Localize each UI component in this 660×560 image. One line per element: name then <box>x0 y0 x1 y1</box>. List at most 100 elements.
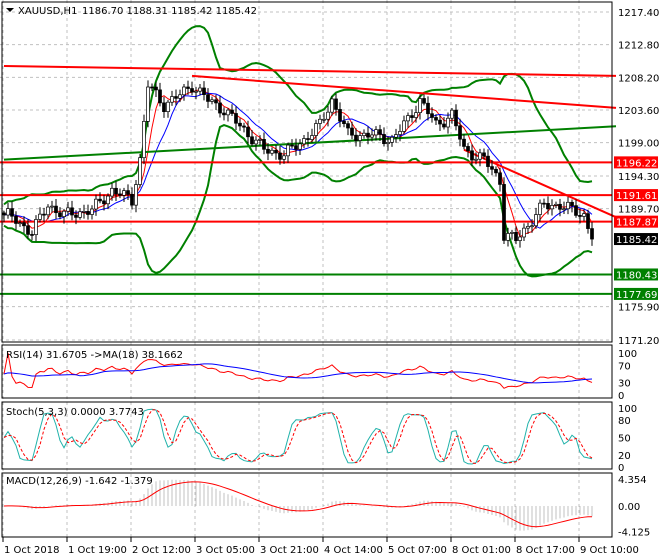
candle-body <box>222 112 226 116</box>
candle-body <box>142 121 146 159</box>
candle-body <box>74 214 78 218</box>
candle-body <box>322 118 326 121</box>
candle-body <box>406 115 410 122</box>
candle-body <box>34 219 38 236</box>
candle-body <box>254 139 258 145</box>
candle-body <box>10 208 14 217</box>
candle-body <box>506 233 510 241</box>
candle-body <box>398 131 402 135</box>
candle-body <box>22 222 26 227</box>
level-label: 1177.69 <box>616 290 657 301</box>
rsi-tick: 30 <box>618 378 631 389</box>
level-badge <box>614 156 658 169</box>
candle-body <box>414 112 418 118</box>
macd-tick: -4.125 <box>618 528 650 539</box>
rsi-tick: 100 <box>618 349 637 360</box>
candle-body <box>382 134 386 145</box>
candle-body <box>390 136 394 143</box>
candle-body <box>210 99 214 102</box>
candle-body <box>498 172 502 185</box>
candle-body <box>470 150 474 161</box>
candle-body <box>518 236 522 241</box>
candle-body <box>374 129 378 136</box>
candle-body <box>86 211 90 215</box>
candle-body <box>346 123 350 129</box>
candles <box>2 80 594 248</box>
candle-body <box>286 144 290 157</box>
stoch-signal-line <box>3 409 593 464</box>
level-badge <box>614 189 658 202</box>
candle-body <box>474 158 478 161</box>
candle-body <box>490 166 494 170</box>
candle-body <box>586 213 590 229</box>
candle-body <box>378 129 382 135</box>
candle-body <box>146 86 150 122</box>
candle-body <box>234 113 238 124</box>
stoch-tick: 0 <box>618 463 624 474</box>
dropdown-triangle-icon[interactable] <box>6 8 14 12</box>
candle-body <box>290 144 294 147</box>
macd-signal-line <box>3 481 593 528</box>
bollinger-lower <box>3 124 593 278</box>
grid <box>0 0 612 537</box>
candle-body <box>338 109 342 122</box>
candle-body <box>494 168 498 174</box>
candle-body <box>546 203 550 210</box>
candle-body <box>202 87 206 95</box>
ohlc-values: 1186.70 1188.31 1185.42 1185.42 <box>82 6 257 17</box>
candle-body <box>442 123 446 128</box>
candle-body <box>54 205 58 214</box>
candle-body <box>394 134 398 138</box>
price-tick: 1208.20 <box>618 73 659 84</box>
price-tick: 1171.20 <box>618 336 659 347</box>
candle-body <box>58 212 62 217</box>
candle-body <box>138 157 142 185</box>
candle-body <box>314 123 318 136</box>
candle-body <box>278 152 282 160</box>
candle-body <box>106 195 110 205</box>
overlays <box>0 25 617 531</box>
panel-frame <box>1 1 613 343</box>
candle-body <box>434 117 438 121</box>
time-label: 3 Oct 21:00 <box>260 545 319 556</box>
candle-body <box>554 203 558 206</box>
candle-body <box>270 149 274 154</box>
candle-body <box>118 193 122 196</box>
rsi-label: RSI(14) 31.6705 ->MA(18) 38.1662 <box>6 350 183 361</box>
candle-body <box>266 148 270 154</box>
candle-body <box>26 225 30 235</box>
candle-body <box>418 98 422 113</box>
rsi-ma-line <box>3 363 593 384</box>
candle-body <box>46 206 50 216</box>
candle-body <box>538 202 542 215</box>
price-tick: 1194.30 <box>618 172 659 183</box>
stoch-tick: 20 <box>618 451 631 462</box>
candle-body <box>130 193 134 206</box>
candle-body <box>550 205 554 210</box>
price-tick: 1175.90 <box>618 303 659 314</box>
candle-body <box>114 187 118 195</box>
level-label: 1196.22 <box>616 158 657 169</box>
price-tick: 1217.40 <box>618 8 659 19</box>
price-tick: 1203.60 <box>618 106 659 117</box>
stoch-tick: 100 <box>618 404 637 415</box>
candle-body <box>522 227 526 238</box>
stoch-tick: 50 <box>618 434 631 445</box>
candle-body <box>422 98 426 104</box>
level-label: 1187.87 <box>616 218 657 229</box>
time-label: 8 Oct 17:00 <box>516 545 575 556</box>
level-badge <box>614 268 658 281</box>
time-label: 5 Oct 07:00 <box>388 545 447 556</box>
level-label: 1191.61 <box>616 191 657 202</box>
current-price-badge <box>614 233 658 246</box>
candle-body <box>574 205 578 216</box>
candle-body <box>66 207 70 212</box>
panel-frames <box>1 1 613 538</box>
candle-body <box>354 134 358 141</box>
ma-slow <box>3 92 593 229</box>
panel-frame <box>1 472 613 538</box>
candle-body <box>178 94 182 99</box>
candle-body <box>526 225 530 229</box>
